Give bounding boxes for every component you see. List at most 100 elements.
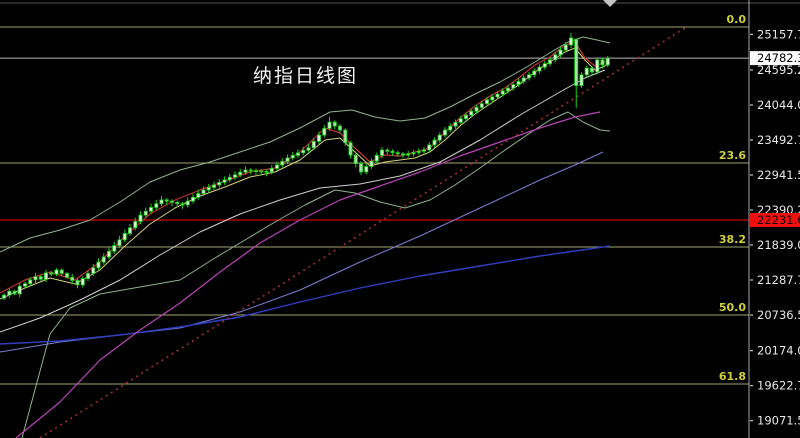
last-bar-marker-icon[interactable] <box>603 0 617 7</box>
y-axis-label: 20736.50 <box>757 308 800 322</box>
candle-body <box>70 276 75 281</box>
candle-body <box>112 245 117 252</box>
candle-body <box>2 294 7 299</box>
ma-blue-line <box>0 245 611 345</box>
candle-body <box>348 142 353 156</box>
ma-white-line <box>0 69 606 333</box>
candle-body <box>322 128 327 136</box>
bollinger-lower-line <box>21 111 611 438</box>
current-price-tag: 24782.33 <box>750 51 800 66</box>
trend-line[interactable] <box>39 25 689 438</box>
y-axis-label: 20174.00 <box>757 344 800 358</box>
candle-body <box>490 96 495 101</box>
candle-body <box>86 273 91 279</box>
candle-body <box>364 166 369 173</box>
candle-body <box>280 161 285 166</box>
candle-body <box>227 176 232 181</box>
candle-body <box>432 139 437 146</box>
candle-body <box>253 170 258 172</box>
candle-body <box>306 147 311 151</box>
candle-body <box>390 150 395 153</box>
candle-body <box>542 63 547 68</box>
candle-body <box>469 110 474 116</box>
candle-body <box>553 54 558 61</box>
candle-body <box>532 70 537 76</box>
price-axis: 25157.75 24595.25 24044.00 23492.75 22941.50… <box>748 0 800 438</box>
candle-body <box>574 38 579 86</box>
candle-body <box>374 155 379 162</box>
candle-body <box>164 199 169 202</box>
candle-body <box>421 149 426 152</box>
candle-body <box>416 150 421 153</box>
candle-body <box>458 118 463 123</box>
candle-body <box>232 174 237 178</box>
alert-price-tag-box <box>750 213 800 228</box>
candle-body <box>595 59 600 73</box>
candle-body <box>479 103 484 108</box>
candle-body <box>190 196 195 202</box>
candle-body <box>133 221 138 229</box>
fibonacci-levels: 0.0 23.6 38.2 50.0 61.8 <box>0 13 749 385</box>
fib-label-38.2: 38.2 <box>719 233 746 246</box>
candle-body <box>107 250 112 258</box>
candle-body <box>358 163 363 173</box>
candles-layer <box>2 32 610 301</box>
candle-body <box>385 149 390 152</box>
candle-body <box>65 273 70 278</box>
candle-body <box>122 233 127 241</box>
candle-body <box>159 199 164 205</box>
candle-body <box>406 153 411 156</box>
candle-body <box>505 87 510 92</box>
y-axis-label: 22941.50 <box>757 168 800 182</box>
candle-body <box>59 269 64 274</box>
candle-body <box>600 59 605 66</box>
candle-body <box>75 280 80 286</box>
candle-body <box>437 134 442 141</box>
candle-body <box>379 149 384 156</box>
candle-body <box>38 276 43 280</box>
candle-body <box>395 152 400 155</box>
y-axis-label: 19071.50 <box>757 414 800 428</box>
y-axis-label: 24044.00 <box>757 98 800 112</box>
ma-magenta-line <box>15 111 601 438</box>
candle-body <box>463 114 468 119</box>
candle-body <box>264 171 269 173</box>
candle-body <box>548 59 553 65</box>
candle-body <box>28 279 33 285</box>
candle-body <box>12 290 17 295</box>
candle-body <box>44 272 49 280</box>
candle-body <box>101 256 106 263</box>
candle-body <box>500 90 505 95</box>
candle-body <box>316 134 321 142</box>
candle-body <box>180 203 185 206</box>
candle-body <box>453 121 458 127</box>
candle-body <box>248 169 253 172</box>
candle-body <box>154 203 159 208</box>
candle-body <box>327 121 332 129</box>
candle-body <box>33 276 38 281</box>
candle-body <box>7 290 12 296</box>
y-axis-label: 21839.00 <box>757 238 800 252</box>
candle-body <box>259 170 264 173</box>
chart-title: 纳指日线图 <box>253 65 359 87</box>
current-price-tag-value: 24782.33 <box>757 51 800 65</box>
y-axis-label: 23492.75 <box>757 133 800 147</box>
candle-body <box>311 141 316 149</box>
candle-body <box>54 269 59 275</box>
candle-body <box>201 189 206 194</box>
candle-body <box>569 37 574 46</box>
y-axis-label: 21287.75 <box>757 273 800 287</box>
candle-body <box>511 84 516 89</box>
candle-body <box>80 278 85 286</box>
candle-body <box>448 125 453 131</box>
bollinger-upper-line <box>0 36 611 253</box>
candle-body <box>169 200 174 203</box>
candle-body <box>285 157 290 162</box>
candle-body <box>495 93 500 98</box>
fib-label-50.0: 50.0 <box>719 301 746 314</box>
candle-body <box>521 77 526 82</box>
candle-body <box>516 81 521 86</box>
candle-body <box>274 164 279 169</box>
candle-body <box>91 267 96 274</box>
